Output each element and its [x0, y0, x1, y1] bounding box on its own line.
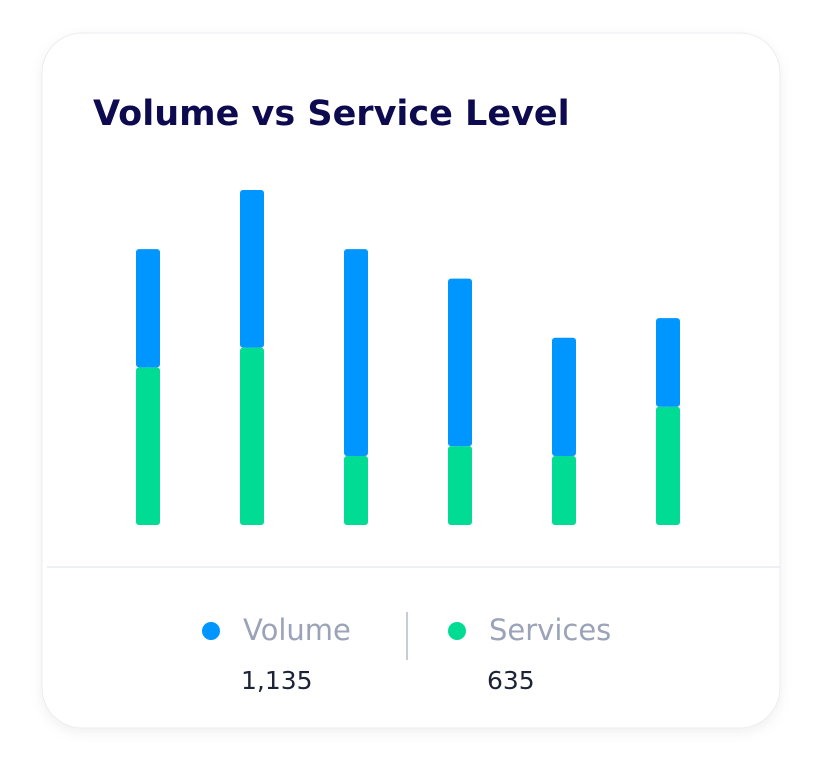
bar-segment	[240, 347, 264, 525]
legend-total: 1,135	[241, 666, 313, 695]
legend-dot	[202, 622, 220, 640]
bar-segment	[448, 446, 472, 525]
bar-segment	[240, 190, 264, 348]
bar-segment	[136, 249, 160, 368]
bar-segment	[448, 278, 472, 447]
bar-segment	[552, 337, 576, 457]
bar-segment	[656, 406, 680, 525]
legend-label: Volume	[243, 613, 351, 647]
bar-segment	[344, 249, 368, 457]
card	[41, 32, 781, 729]
legend-label: Services	[489, 613, 611, 647]
bar-segment	[136, 367, 160, 525]
bar-segment	[552, 456, 576, 525]
legend-total: 635	[487, 666, 535, 695]
bar-segment	[344, 456, 368, 525]
legend-dot	[448, 622, 466, 640]
bar-segment	[656, 318, 680, 407]
chart-title: Volume vs Service Level	[93, 94, 570, 134]
